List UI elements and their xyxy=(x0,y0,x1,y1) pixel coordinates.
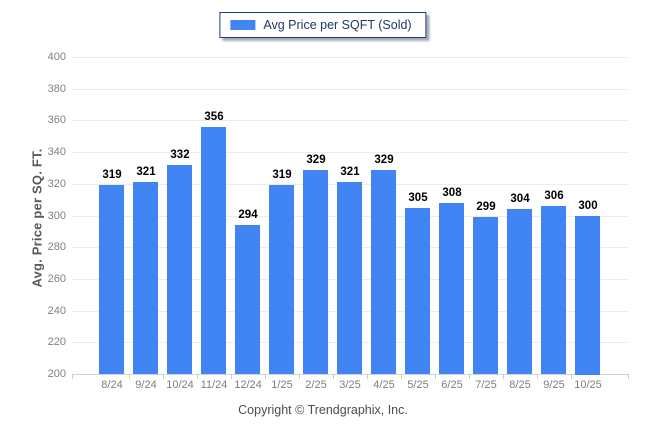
bar-value-label: 304 xyxy=(510,193,530,205)
x-tick-label: 10/25 xyxy=(574,379,602,391)
bar-value-label: 306 xyxy=(544,190,564,202)
bar-value-label: 329 xyxy=(306,154,326,166)
x-tick-mark xyxy=(401,374,402,379)
bar-value-label: 294 xyxy=(238,209,258,221)
bar[interactable] xyxy=(133,182,158,374)
x-tick-label: 2/25 xyxy=(305,379,327,391)
bar-value-label: 319 xyxy=(102,169,122,181)
bar[interactable] xyxy=(371,170,396,374)
y-tick-label: 260 xyxy=(47,273,66,285)
bar-value-label: 321 xyxy=(340,166,360,178)
bar-value-label: 321 xyxy=(136,166,156,178)
x-tick-label: 4/25 xyxy=(373,379,395,391)
x-tick-label: 5/25 xyxy=(407,379,429,391)
gridline xyxy=(72,57,628,58)
x-tick-label: 11/24 xyxy=(200,379,228,391)
bar[interactable] xyxy=(405,208,430,374)
x-tick-label: 8/24 xyxy=(101,379,123,391)
bar-value-label: 308 xyxy=(442,187,462,199)
x-tick-label: 12/24 xyxy=(234,379,262,391)
x-tick-mark xyxy=(163,374,164,379)
x-tick-mark xyxy=(503,374,504,379)
bar[interactable] xyxy=(575,216,600,375)
bar[interactable] xyxy=(269,185,294,374)
gridline xyxy=(72,374,628,375)
bar-value-label: 332 xyxy=(170,149,190,161)
x-tick-mark xyxy=(435,374,436,379)
bar-value-label: 305 xyxy=(408,192,428,204)
x-tick-label: 9/24 xyxy=(135,379,157,391)
bar[interactable] xyxy=(439,203,464,374)
bar[interactable] xyxy=(99,185,124,374)
x-tick-mark xyxy=(571,374,572,379)
x-tick-mark xyxy=(299,374,300,379)
y-tick-label: 280 xyxy=(47,241,66,253)
y-tick-label: 320 xyxy=(47,178,66,190)
x-tick-label: 3/25 xyxy=(339,379,361,391)
x-tick-mark xyxy=(333,374,334,379)
y-tick-label: 220 xyxy=(47,336,66,348)
y-tick-label: 240 xyxy=(47,305,66,317)
legend-label: Avg Price per SQFT (Sold) xyxy=(263,18,412,32)
x-tick-label: 1/25 xyxy=(271,379,293,391)
y-tick-label: 340 xyxy=(47,146,66,158)
bar-value-label: 300 xyxy=(578,200,598,212)
bar[interactable] xyxy=(337,182,362,374)
y-tick-label: 200 xyxy=(47,368,66,380)
legend[interactable]: Avg Price per SQFT (Sold) xyxy=(219,12,427,38)
x-tick-label: 9/25 xyxy=(543,379,565,391)
x-tick-label: 7/25 xyxy=(475,379,497,391)
bar[interactable] xyxy=(473,217,498,374)
x-tick-mark xyxy=(469,374,470,379)
bar-value-label: 329 xyxy=(374,154,394,166)
x-tick-label: 10/24 xyxy=(166,379,194,391)
y-tick-label: 400 xyxy=(47,51,66,63)
bar[interactable] xyxy=(201,127,226,374)
bar[interactable] xyxy=(303,170,328,374)
bar-value-label: 299 xyxy=(476,201,496,213)
bar[interactable] xyxy=(235,225,260,374)
bar[interactable] xyxy=(167,165,192,374)
y-tick-label: 380 xyxy=(47,83,66,95)
x-tick-label: 6/25 xyxy=(441,379,463,391)
bar-value-label: 356 xyxy=(204,111,224,123)
gridline xyxy=(72,152,628,153)
x-tick-label: 8/25 xyxy=(509,379,531,391)
bar[interactable] xyxy=(541,206,566,374)
y-tick-label: 360 xyxy=(47,114,66,126)
gridline xyxy=(72,89,628,90)
y-tick-label: 300 xyxy=(47,210,66,222)
gridline xyxy=(72,120,628,121)
x-tick-mark xyxy=(628,374,629,379)
bar-value-label: 319 xyxy=(272,169,292,181)
x-tick-mark xyxy=(231,374,232,379)
x-tick-mark xyxy=(72,374,73,379)
x-tick-mark xyxy=(367,374,368,379)
bar[interactable] xyxy=(507,209,532,374)
x-tick-mark xyxy=(197,374,198,379)
x-tick-mark xyxy=(129,374,130,379)
legend-swatch-icon xyxy=(230,20,256,30)
x-tick-mark xyxy=(265,374,266,379)
copyright-text: Copyright © Trendgraphix, Inc. xyxy=(238,403,408,417)
x-tick-mark xyxy=(537,374,538,379)
